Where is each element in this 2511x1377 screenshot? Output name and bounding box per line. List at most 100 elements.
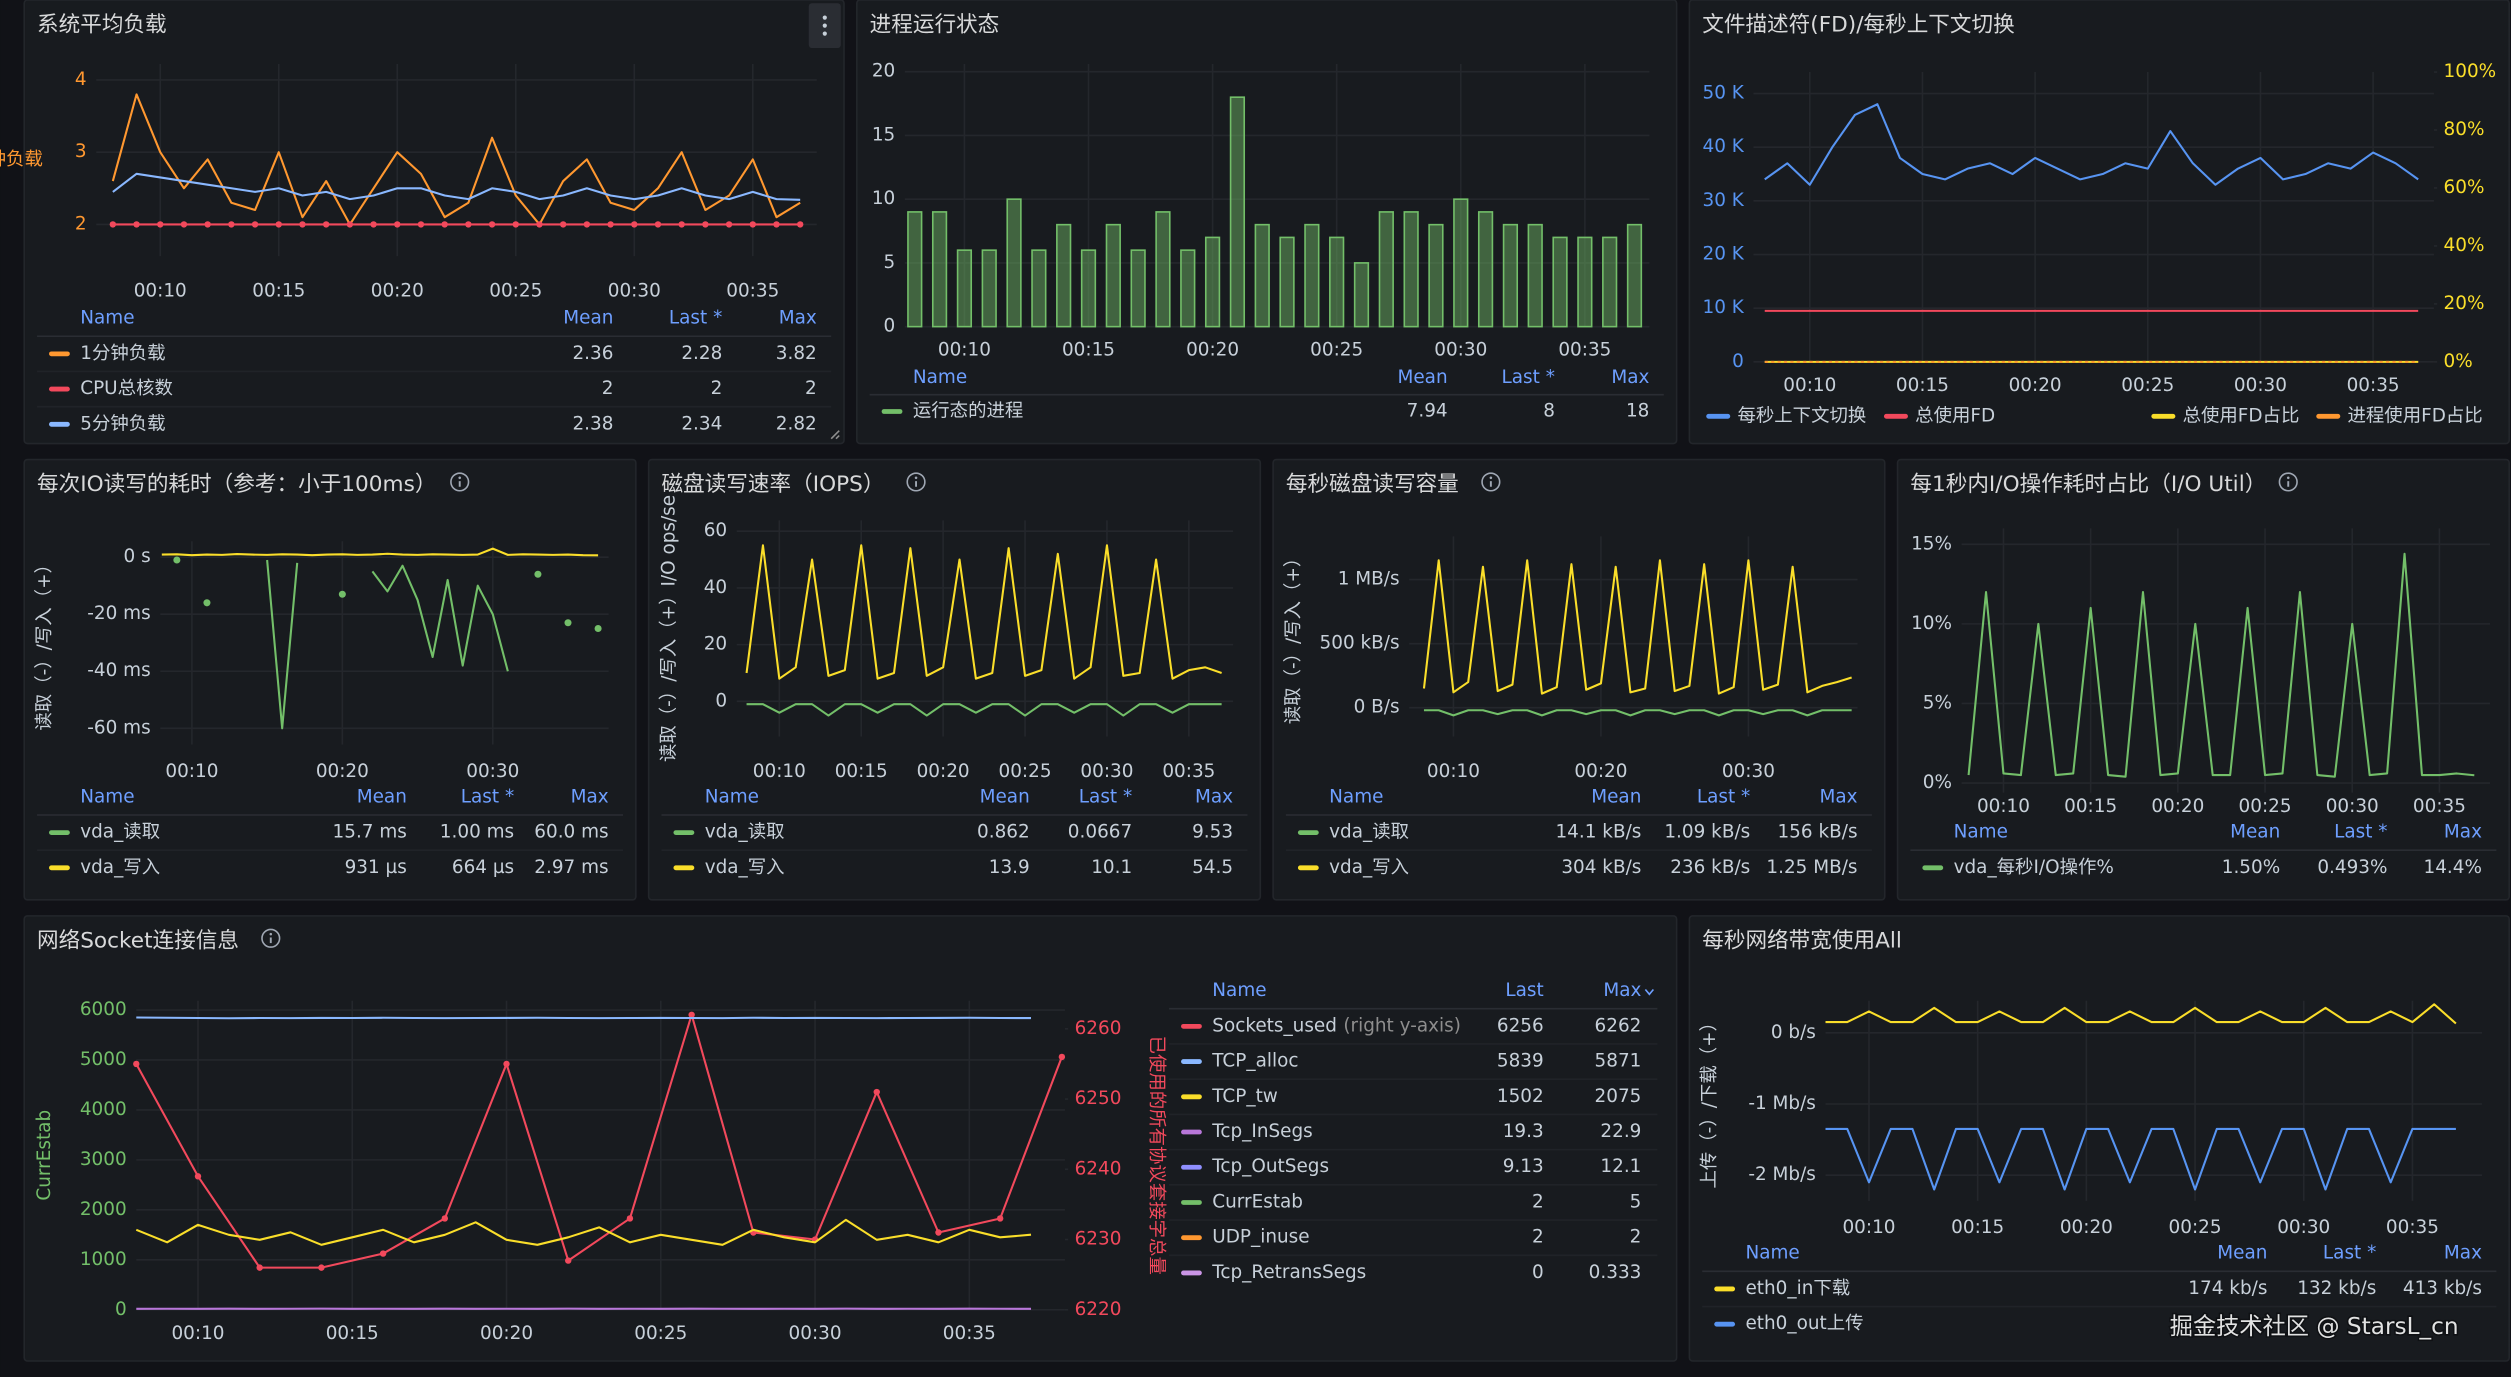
- y-tick-label: 0: [115, 1299, 127, 1320]
- series-point: [251, 221, 259, 228]
- legend-stat: 2: [1532, 1191, 1544, 1212]
- y-tick-label: 30 K: [1703, 190, 1745, 211]
- y-tick-label: 0%: [1923, 772, 1952, 793]
- y-axis-label: CurrEstab: [34, 1110, 55, 1201]
- panel: [1896, 458, 2511, 901]
- legend-header: Max: [1611, 367, 1649, 388]
- legend-header: Max: [1603, 980, 1641, 1001]
- panel-menu-dot: [822, 15, 827, 20]
- legend-stat: 12.1: [1600, 1156, 1641, 1177]
- legend-stat: 6262: [1595, 1015, 1642, 1036]
- x-tick-label: 00:25: [2169, 1217, 2222, 1238]
- legend-header: Last *: [1502, 367, 1555, 388]
- series-point: [773, 221, 780, 228]
- series-point: [583, 221, 591, 228]
- panel-title: 磁盘读写速率（IOPS）: [661, 472, 884, 497]
- legend-label: CPU总核数: [80, 378, 173, 399]
- legend-label: vda_写入: [705, 857, 785, 878]
- x-tick-label: 00:25: [489, 280, 542, 301]
- legend-stat: 1502: [1497, 1086, 1544, 1107]
- x-tick-label: 00:35: [2347, 375, 2400, 396]
- series-point: [299, 221, 306, 228]
- bar: [1080, 249, 1097, 328]
- y2-tick-label: 40%: [2444, 235, 2485, 256]
- bar: [1428, 223, 1444, 328]
- series-point: [488, 221, 496, 228]
- legend-name: CPU总核数: [80, 378, 173, 399]
- series-point: [173, 556, 181, 564]
- legend-name: CurrEstab: [1212, 1191, 1303, 1212]
- panel: [1272, 458, 1886, 901]
- legend-label: TCP_alloc: [1211, 1051, 1298, 1072]
- x-tick-label: 00:10: [1842, 1217, 1895, 1238]
- legend-header: Max: [571, 786, 609, 807]
- series-point: [338, 590, 346, 598]
- legend-name: TCP_alloc: [1211, 1051, 1298, 1072]
- bar: [1602, 236, 1618, 328]
- legend-label: 总使用FD: [1915, 405, 1995, 426]
- y-tick-label: 1 MB/s: [1338, 569, 1400, 590]
- x-tick-label: 00:15: [2064, 796, 2117, 817]
- legend-stat: 2.97 ms: [534, 857, 608, 878]
- legend-stat: 1.00 ms: [440, 822, 514, 843]
- legend-stat: 19.3: [1503, 1121, 1544, 1142]
- panel: [23, 915, 1678, 1362]
- info-icon-dot: [458, 476, 462, 480]
- y2-tick-label: 60%: [2444, 177, 2485, 198]
- series-point: [534, 570, 542, 578]
- y-tick-label: 20: [872, 61, 895, 82]
- y-tick-label: -60 ms: [87, 717, 150, 738]
- legend-name: UDP_inuse: [1212, 1227, 1309, 1248]
- legend-label: Tcp_OutSegs: [1211, 1156, 1329, 1177]
- y-tick-label: 2: [75, 213, 87, 234]
- legend-header: Name: [1745, 1243, 1799, 1264]
- y-tick-label: 5000: [80, 1049, 127, 1070]
- legend-name: eth0_in下载: [1745, 1278, 1850, 1299]
- series-line: [111, 93, 801, 226]
- y-tick-label: 6000: [80, 999, 127, 1020]
- legend-name: vda_读取: [80, 822, 160, 843]
- y-tick-label: -40 ms: [87, 660, 150, 681]
- series-point: [796, 221, 804, 228]
- legend-stat: 14.1 kB/s: [1555, 822, 1641, 843]
- legend-header: Mean: [980, 786, 1030, 807]
- panel: [23, 458, 637, 901]
- legend-stat: 5839: [1497, 1051, 1544, 1072]
- bar: [1577, 236, 1593, 328]
- y-axis-label: 上传（-）/下载（+）: [1699, 1013, 1720, 1189]
- series-point: [180, 221, 188, 228]
- y-tick-label: 0 s: [124, 546, 151, 567]
- x-tick-label: 00:30: [466, 761, 519, 782]
- y-tick-label: 0 b/s: [1771, 1022, 1816, 1043]
- y2-tick-label: 6240: [1075, 1158, 1122, 1179]
- y-tick-label: 3: [75, 141, 87, 162]
- legend-header: Mean: [563, 308, 613, 329]
- x-tick-label: 00:30: [789, 1323, 842, 1344]
- legend-stat: 2.38: [572, 413, 613, 434]
- series-point: [536, 221, 543, 228]
- legend-stat: 14.4%: [2424, 857, 2482, 878]
- y2-tick-label: 100%: [2444, 61, 2497, 82]
- series-point: [275, 221, 282, 228]
- series-point: [256, 1264, 263, 1271]
- x-tick-label: 00:15: [326, 1323, 379, 1344]
- legend-name: 运行态的进程: [913, 400, 1023, 421]
- series-point: [441, 221, 448, 228]
- series-point: [394, 221, 401, 228]
- y-tick-label: 60: [704, 520, 727, 541]
- series-line: [1764, 103, 2419, 186]
- legend-stat: 22.9: [1600, 1121, 1641, 1142]
- info-icon: [261, 928, 281, 948]
- x-tick-label: 00:35: [1558, 340, 1611, 361]
- legend-name: vda_写入: [1329, 857, 1409, 878]
- series-point: [873, 1088, 880, 1096]
- legend-name: vda_写入: [80, 857, 160, 878]
- panel-menu-dot: [822, 31, 827, 36]
- series-point: [133, 1060, 140, 1068]
- series-point: [417, 221, 425, 228]
- legend-label: TCP_tw: [1211, 1086, 1278, 1107]
- series-line: [136, 1016, 1032, 1020]
- x-tick-label: 00:35: [943, 1323, 996, 1344]
- series-point: [203, 599, 211, 607]
- series-point: [654, 221, 662, 228]
